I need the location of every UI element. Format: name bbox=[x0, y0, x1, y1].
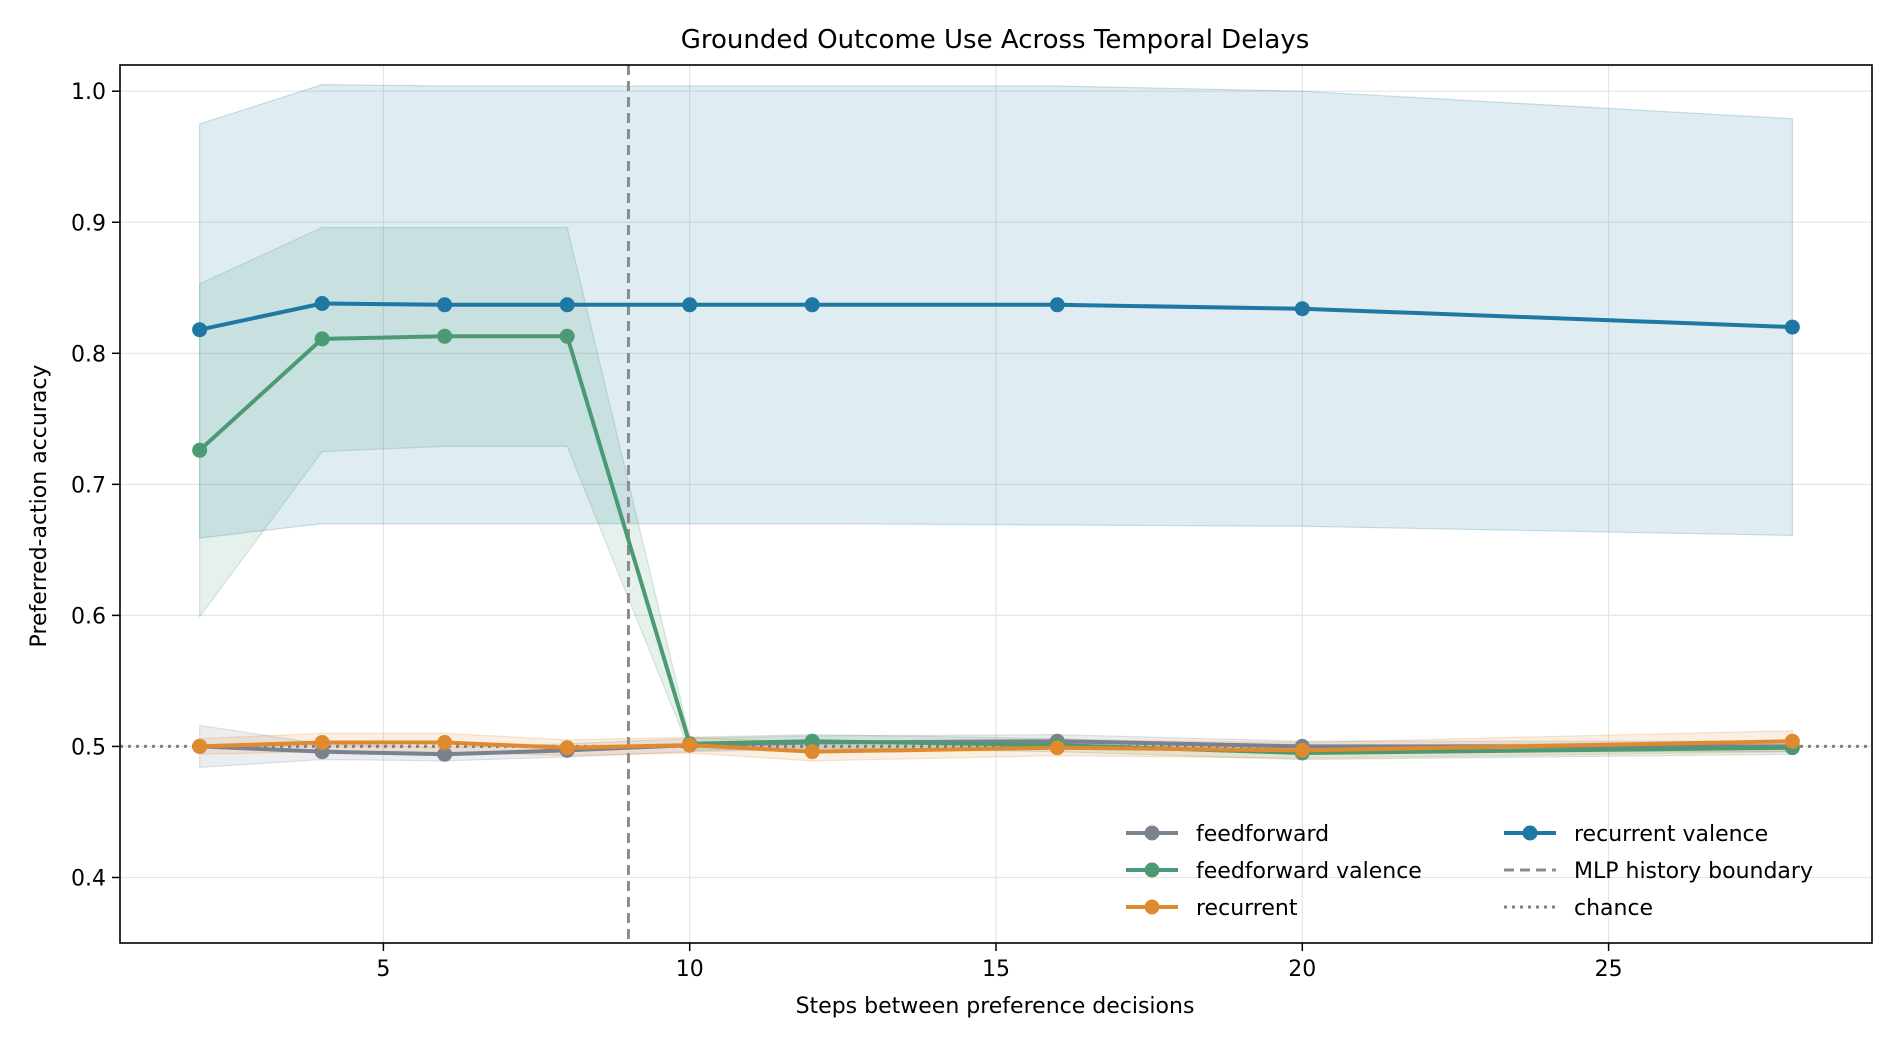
data-point bbox=[437, 328, 453, 344]
chart-title: Grounded Outcome Use Across Temporal Del… bbox=[681, 25, 1310, 55]
data-point bbox=[192, 738, 208, 754]
y-tick-label: 0.5 bbox=[71, 735, 106, 760]
data-point bbox=[804, 297, 820, 313]
y-axis-ticks: 0.4 0.5 0.6 0.7 0.8 0.9 1.0 bbox=[71, 80, 120, 891]
y-axis-label: Preferred-action accuracy bbox=[27, 365, 52, 648]
legend-swatch-marker bbox=[1144, 899, 1160, 915]
x-tick-label: 25 bbox=[1595, 957, 1623, 982]
data-point bbox=[192, 442, 208, 458]
data-point bbox=[804, 733, 820, 749]
legend-label: chance bbox=[1574, 896, 1653, 921]
confidence-bands bbox=[199, 84, 1793, 769]
y-tick-label: 0.4 bbox=[71, 866, 106, 891]
legend-swatch-marker bbox=[1522, 825, 1538, 841]
data-point bbox=[559, 328, 575, 344]
series-lines bbox=[192, 296, 1800, 762]
data-point bbox=[1049, 297, 1065, 313]
data-point bbox=[437, 735, 453, 751]
data-point bbox=[192, 322, 208, 338]
y-tick-label: 1.0 bbox=[71, 80, 106, 105]
legend-label: MLP history boundary bbox=[1574, 859, 1813, 884]
legend-item: MLP history boundary bbox=[1504, 859, 1813, 884]
y-tick-label: 0.9 bbox=[71, 211, 106, 236]
data-point bbox=[1294, 742, 1310, 758]
data-point bbox=[1784, 733, 1800, 749]
y-tick-label: 0.8 bbox=[71, 342, 106, 367]
reference-lines bbox=[120, 65, 1872, 943]
legend-item: recurrent bbox=[1126, 896, 1298, 921]
y-tick-label: 0.7 bbox=[71, 473, 106, 498]
data-point bbox=[1049, 740, 1065, 756]
x-tick-label: 10 bbox=[676, 957, 704, 982]
legend-label: recurrent bbox=[1196, 896, 1298, 921]
legend-swatch-marker bbox=[1144, 825, 1160, 841]
data-point bbox=[437, 297, 453, 313]
data-point bbox=[437, 746, 453, 762]
x-axis-label: Steps between preference decisions bbox=[796, 994, 1195, 1019]
data-point bbox=[314, 331, 330, 347]
legend-item: feedforward bbox=[1126, 822, 1329, 847]
y-tick-label: 0.6 bbox=[71, 604, 106, 629]
legend-label: feedforward bbox=[1196, 822, 1329, 847]
data-point bbox=[1784, 319, 1800, 335]
data-point bbox=[559, 740, 575, 756]
legend-item: feedforward valence bbox=[1126, 859, 1422, 884]
x-tick-label: 15 bbox=[982, 957, 1010, 982]
legend-label: recurrent valence bbox=[1574, 822, 1768, 847]
x-axis-ticks: 5 10 15 20 25 bbox=[376, 943, 1623, 982]
data-point bbox=[804, 744, 820, 760]
data-point bbox=[682, 297, 698, 313]
legend-item: recurrent valence bbox=[1504, 822, 1768, 847]
data-point bbox=[559, 297, 575, 313]
legend: feedforward feedforward valence recurrent r… bbox=[1126, 822, 1813, 921]
data-point bbox=[314, 735, 330, 751]
data-point bbox=[1294, 301, 1310, 317]
confidence-band bbox=[199, 84, 1793, 539]
legend-label: feedforward valence bbox=[1196, 859, 1422, 884]
data-point bbox=[314, 296, 330, 312]
legend-swatch-marker bbox=[1144, 862, 1160, 878]
x-tick-label: 20 bbox=[1288, 957, 1316, 982]
x-tick-label: 5 bbox=[376, 957, 390, 982]
legend-item: chance bbox=[1504, 896, 1653, 921]
data-point bbox=[682, 737, 698, 753]
